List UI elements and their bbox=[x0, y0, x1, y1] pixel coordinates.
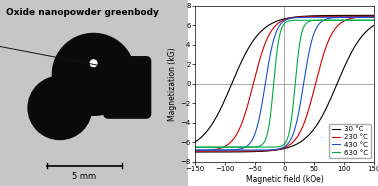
230 °C bbox=[192, 150, 197, 152]
Legend: 30 °C, 230 °C, 430 °C, 630 °C: 30 °C, 230 °C, 430 °C, 630 °C bbox=[329, 124, 371, 158]
430 °C bbox=[261, 94, 266, 96]
630 °C bbox=[372, 19, 376, 21]
230 °C bbox=[213, 148, 217, 151]
230 °C bbox=[372, 15, 376, 17]
Circle shape bbox=[28, 76, 92, 140]
630 °C bbox=[192, 146, 197, 148]
Text: Oxide nanopowder greenbody: Oxide nanopowder greenbody bbox=[6, 8, 158, 17]
230 °C bbox=[261, 47, 266, 49]
X-axis label: Magnetic field (kOe): Magnetic field (kOe) bbox=[246, 175, 323, 184]
430 °C bbox=[369, 16, 373, 18]
630 °C bbox=[261, 142, 266, 144]
230 °C bbox=[349, 15, 353, 17]
630 °C bbox=[223, 146, 228, 148]
Line: 30 °C: 30 °C bbox=[195, 15, 374, 142]
430 °C bbox=[223, 149, 228, 151]
630 °C bbox=[349, 19, 353, 21]
30 °C bbox=[261, 28, 266, 30]
Circle shape bbox=[53, 33, 135, 115]
Line: 430 °C: 430 °C bbox=[195, 17, 374, 150]
Line: 230 °C: 230 °C bbox=[195, 16, 374, 151]
430 °C bbox=[269, 48, 274, 51]
630 °C bbox=[369, 19, 373, 21]
230 °C bbox=[223, 145, 228, 147]
Circle shape bbox=[90, 60, 97, 67]
FancyBboxPatch shape bbox=[104, 57, 150, 118]
630 °C bbox=[269, 107, 274, 109]
30 °C bbox=[372, 14, 376, 17]
30 °C bbox=[213, 118, 217, 120]
630 °C bbox=[213, 146, 217, 148]
30 °C bbox=[369, 14, 373, 17]
Y-axis label: Magnetization (kG): Magnetization (kG) bbox=[168, 47, 177, 121]
Line: 630 °C: 630 °C bbox=[195, 20, 374, 147]
230 °C bbox=[269, 30, 274, 32]
30 °C bbox=[192, 141, 197, 143]
30 °C bbox=[223, 97, 228, 99]
230 °C bbox=[369, 15, 373, 17]
30 °C bbox=[349, 14, 353, 17]
430 °C bbox=[213, 149, 217, 151]
430 °C bbox=[192, 149, 197, 151]
630 °C bbox=[372, 19, 376, 21]
430 °C bbox=[349, 16, 353, 18]
Text: 5 mm: 5 mm bbox=[72, 172, 96, 181]
430 °C bbox=[372, 16, 376, 18]
30 °C bbox=[269, 23, 274, 25]
